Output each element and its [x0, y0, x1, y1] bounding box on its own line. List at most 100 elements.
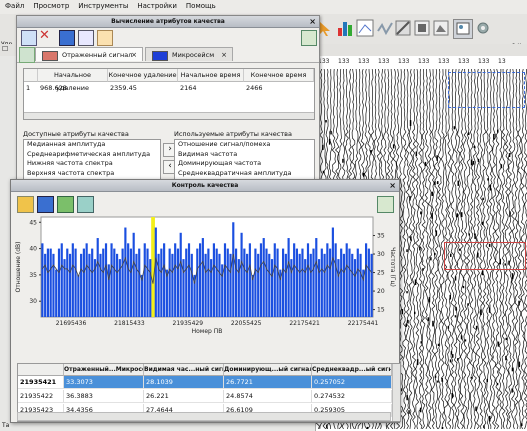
- bar: [218, 253, 221, 317]
- seismic-wiggle: [451, 393, 453, 399]
- bar: [96, 238, 99, 317]
- cell-value[interactable]: 36.3883: [64, 390, 144, 403]
- seismic-wiggle: [322, 170, 325, 174]
- available-attributes-list[interactable]: Медианная амплитуда Среднеарифметическая…: [23, 139, 161, 186]
- cell-end-offset[interactable]: 2359.45: [110, 84, 137, 92]
- cell-value[interactable]: 26.221: [144, 390, 224, 403]
- export-icon[interactable]: [97, 30, 113, 46]
- seis-tick: 133: [338, 58, 350, 65]
- cell-value[interactable]: 28.1039: [144, 376, 224, 389]
- seismic-wiggle: [437, 380, 439, 383]
- attributes-titlebar[interactable]: Вычисление атрибутов качества ×: [17, 16, 319, 28]
- refresh-icon[interactable]: [57, 196, 74, 213]
- col-header-snr[interactable]: Отраженный...Микросейсм: [64, 364, 144, 376]
- bar: [93, 259, 97, 317]
- display-icon[interactable]: [432, 19, 450, 37]
- copy-icon[interactable]: [78, 30, 94, 46]
- menu-tools[interactable]: Инструменты: [78, 2, 129, 10]
- bar: [165, 269, 168, 317]
- cell-start-offset[interactable]: 968.628: [40, 84, 67, 92]
- table-scrollbar[interactable]: [24, 112, 314, 119]
- delete-icon[interactable]: ✕: [39, 28, 50, 43]
- tab-close-icon[interactable]: ×: [221, 51, 227, 59]
- settings-icon[interactable]: [474, 19, 492, 37]
- col-header-dominant-freq[interactable]: Доминирующ...ый сигнал: [224, 364, 312, 376]
- open-icon[interactable]: [17, 196, 34, 213]
- list-item[interactable]: Медианная амплитуда: [27, 140, 106, 148]
- gather-icon[interactable]: [413, 19, 431, 37]
- list-item[interactable]: Верхняя частота спектра: [27, 168, 115, 177]
- picture-icon[interactable]: [453, 19, 473, 39]
- time-window-table[interactable]: Начальное удаление Конечное удаление Нач…: [23, 68, 315, 120]
- bar: [151, 238, 155, 317]
- quality-chart[interactable]: 30 35 40 45 15 20 25 30 35 21695436 21815433 219354…: [11, 213, 399, 339]
- col-header-rms-amplitude[interactable]: Среднеквадр...ый сигнал: [312, 364, 392, 376]
- cell-value[interactable]: 0.257052: [312, 376, 392, 389]
- calculate-icon[interactable]: [21, 30, 37, 46]
- seismic-wiggle: [431, 191, 433, 196]
- cell-start-time[interactable]: 2164: [180, 84, 197, 92]
- seismic-wiggle: [470, 159, 473, 166]
- list-item[interactable]: Доминирующая частота: [178, 159, 262, 167]
- table-row[interactable]: 21935422 36.3883 26.221 24.8574 0.274532: [18, 390, 400, 403]
- table-row[interactable]: 21935421 33.3073 28.1039 26.7721 0.25705…: [18, 376, 400, 389]
- apply-icon[interactable]: [301, 30, 317, 46]
- close-icon[interactable]: ×: [389, 181, 396, 190]
- qc-titlebar[interactable]: Контроль качества ×: [11, 180, 399, 192]
- filter-icon[interactable]: [394, 19, 412, 37]
- save-icon[interactable]: [37, 196, 54, 213]
- bar: [99, 253, 102, 317]
- seismic-trace: [431, 69, 436, 429]
- bar: [132, 232, 135, 317]
- chart-settings-icon[interactable]: [77, 196, 94, 213]
- crossplot-icon[interactable]: [356, 19, 374, 37]
- seismic-wiggle: [475, 325, 478, 330]
- menu-view[interactable]: Просмотр: [33, 2, 70, 10]
- tab-add-icon[interactable]: [19, 47, 35, 63]
- tab-reflected-signal[interactable]: Отраженный сигнал ×: [35, 47, 143, 61]
- list-item[interactable]: Среднеквадратичная амплитуда: [178, 168, 292, 177]
- menu-settings[interactable]: Настройки: [137, 2, 177, 10]
- panel-icon[interactable]: ☐: [2, 45, 9, 53]
- pointer-tool-icon[interactable]: [316, 19, 334, 37]
- selection-box[interactable]: [448, 72, 525, 108]
- bar: [323, 253, 326, 317]
- col-end-time[interactable]: Конечное время: [244, 69, 314, 82]
- seismic-wiggle: [477, 252, 479, 258]
- horizon-marker[interactable]: [444, 242, 526, 270]
- col-header-visible-freq[interactable]: Видимая час...ный сигнал: [144, 364, 224, 376]
- bar: [88, 253, 91, 317]
- col-start-time[interactable]: Начальное время: [178, 69, 244, 82]
- tab-microseism[interactable]: Микросейсм ×: [145, 47, 233, 61]
- seismic-wiggle: [370, 150, 372, 154]
- amplitude-icon[interactable]: [376, 19, 394, 37]
- list-item[interactable]: Среднеарифметическая амплитуда: [27, 149, 151, 158]
- tab-close-icon[interactable]: ×: [131, 51, 137, 59]
- bar-chart-icon[interactable]: [336, 19, 354, 37]
- save-icon[interactable]: [59, 30, 75, 46]
- menu-help[interactable]: Помощь: [185, 2, 216, 10]
- table-horizontal-scrollbar[interactable]: [17, 412, 391, 421]
- seismic-wiggle: [409, 120, 412, 127]
- menu-file[interactable]: Файл: [5, 2, 25, 10]
- add-attribute-button[interactable]: ›: [163, 143, 177, 157]
- seismic-wiggle: [457, 180, 459, 186]
- apply-icon[interactable]: [377, 196, 394, 213]
- cell-value[interactable]: 0.274532: [312, 390, 392, 403]
- list-item[interactable]: Нижняя частота спектра: [27, 159, 113, 167]
- col-end-offset[interactable]: Конечное удаление: [108, 69, 178, 82]
- list-item[interactable]: Отношение сигнал/помеха: [178, 140, 271, 148]
- bar: [44, 253, 47, 317]
- close-icon[interactable]: ×: [309, 17, 316, 26]
- cell-value[interactable]: 26.7721: [224, 376, 312, 389]
- cell-end-time[interactable]: 2466: [246, 84, 263, 92]
- seismic-wiggle: [460, 335, 463, 340]
- seis-tick: 133: [378, 58, 390, 65]
- list-item[interactable]: Видимая частота: [178, 149, 238, 158]
- seismic-trace: [488, 69, 493, 429]
- cell-value[interactable]: 24.8574: [224, 390, 312, 403]
- table-vertical-scrollbar[interactable]: [392, 364, 400, 421]
- col-start-offset[interactable]: Начальное удаление: [38, 69, 108, 92]
- cell-value[interactable]: 33.3073: [64, 376, 144, 389]
- seismic-wiggle: [434, 252, 436, 256]
